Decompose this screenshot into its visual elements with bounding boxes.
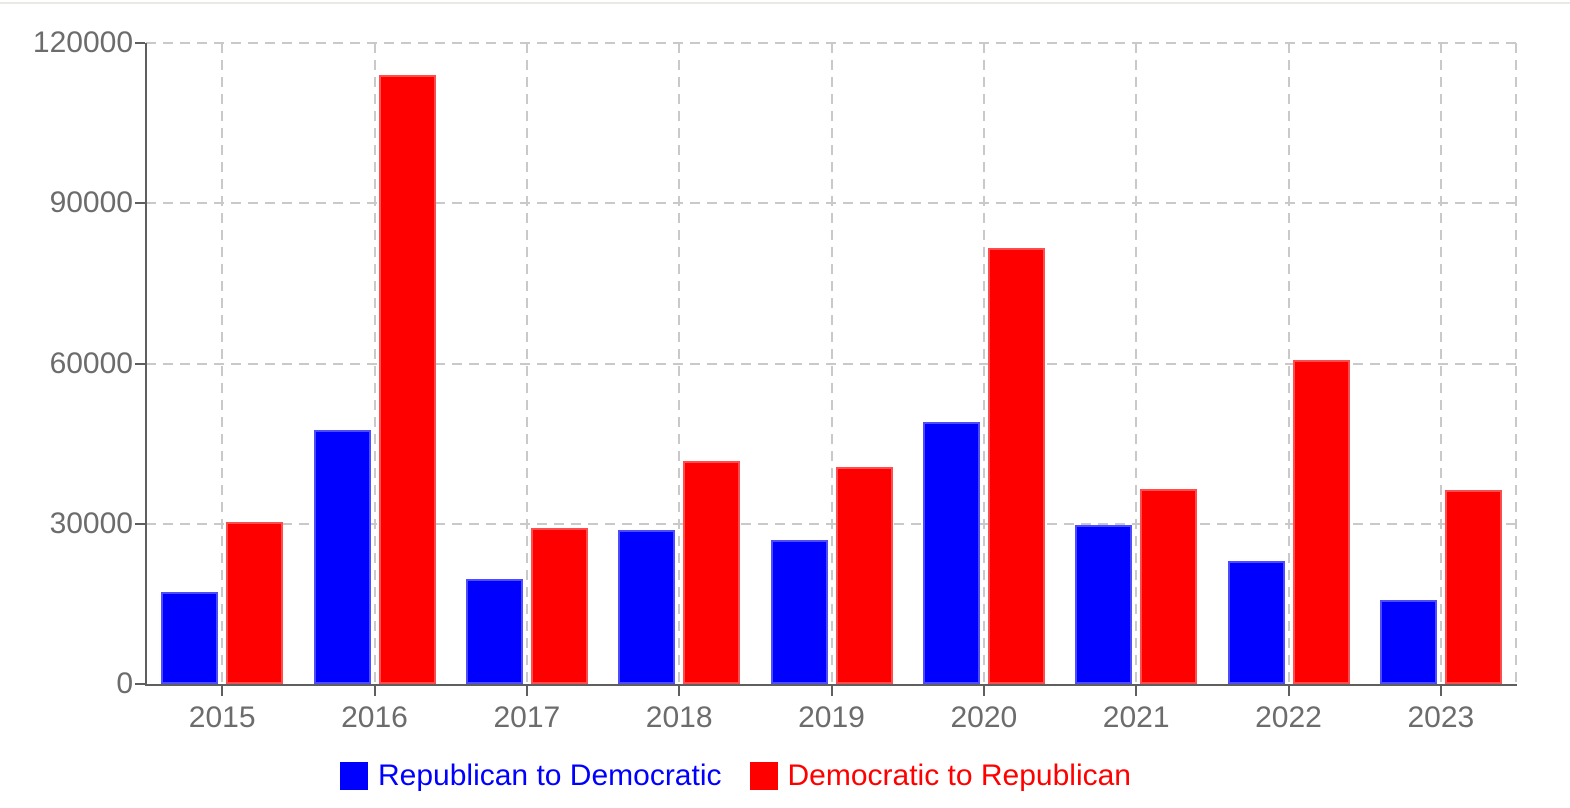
x-tick-label-2017: 2017 [493,701,561,734]
bar-2021-republican-to-democratic [1075,525,1133,684]
x-tick-label-2022: 2022 [1255,701,1322,734]
plot-area [146,42,1517,684]
bar-2019-democratic-to-republican [835,466,893,684]
x-axis-tick-2023 [1439,686,1442,696]
bar-2023-republican-to-democratic [1379,600,1437,684]
gridline-v-2015 [221,43,224,684]
bar-2017-democratic-to-republican [530,527,588,684]
legend-item-democratic-to-republican[interactable]: Democratic to Republican [749,759,1132,792]
gridline-v-2021 [1135,43,1138,684]
page-top-border [0,2,1570,4]
y-axis-tick-30000 [135,522,145,525]
chart-legend: Republican to Democratic Democratic to R… [340,760,1131,792]
x-axis-tick-2018 [678,686,681,696]
gridline-v-2016 [373,43,376,684]
bar-2016-republican-to-democratic [313,429,371,684]
bar-2020-democratic-to-republican [987,247,1045,684]
gridline-v-2023 [1439,43,1442,684]
y-tick-label-60000: 60000 [49,346,133,380]
x-axis-tick-2021 [1135,686,1138,696]
gridline-v-2020 [982,43,985,684]
legend-swatch-blue-icon [340,762,368,790]
x-axis-tick-2016 [373,686,376,696]
bar-2015-republican-to-democratic [161,591,219,684]
legend-label-democratic-to-republican: Democratic to Republican [787,759,1132,792]
bar-2015-democratic-to-republican [226,521,284,684]
x-axis-tick-2017 [525,686,528,696]
x-axis-line [145,684,1517,686]
bar-2021-democratic-to-republican [1140,489,1198,684]
gridline-v-right-edge [1515,43,1517,684]
bar-2022-republican-to-democratic [1227,560,1285,684]
y-tick-label-90000: 90000 [49,186,133,220]
x-axis-tick-2015 [221,686,224,696]
x-axis-tick-2020 [982,686,985,696]
bar-2022-democratic-to-republican [1292,360,1350,684]
bar-2023-democratic-to-republican [1444,489,1502,684]
bar-2018-republican-to-democratic [618,529,676,684]
gridline-v-2019 [830,43,833,684]
y-tick-label-30000: 30000 [49,506,133,540]
x-tick-label-2019: 2019 [798,701,865,734]
y-axis-tick-120000 [135,42,145,44]
y-axis-tick-60000 [135,362,145,365]
bar-2016-democratic-to-republican [378,74,436,684]
y-axis-tick-90000 [135,202,145,205]
gridline-v-2017 [525,43,528,684]
x-axis-tick-2022 [1287,686,1290,696]
bar-2019-republican-to-democratic [770,540,828,684]
x-axis-tick-2019 [830,686,833,696]
bar-2020-republican-to-democratic [922,421,980,684]
legend-swatch-red-icon [749,762,778,790]
y-tick-label-120000: 120000 [32,26,133,59]
y-tick-label-0: 0 [116,667,133,700]
legend-item-republican-to-democratic[interactable]: Republican to Democratic [340,760,722,792]
x-tick-label-2023: 2023 [1407,701,1475,734]
bar-2017-republican-to-democratic [465,578,523,684]
gridline-v-2018 [678,43,681,684]
y-axis-line [145,43,147,686]
bar-2018-democratic-to-republican [683,460,741,684]
x-tick-label-2018: 2018 [645,701,713,734]
x-tick-label-2015: 2015 [188,701,256,734]
y-axis-tick-0 [135,683,145,685]
x-tick-label-2016: 2016 [341,701,408,734]
legend-label-republican-to-democratic: Republican to Democratic [378,759,722,792]
x-tick-label-2021: 2021 [1102,701,1170,734]
x-tick-label-2020: 2020 [950,701,1018,734]
gridline-v-2022 [1287,43,1290,684]
